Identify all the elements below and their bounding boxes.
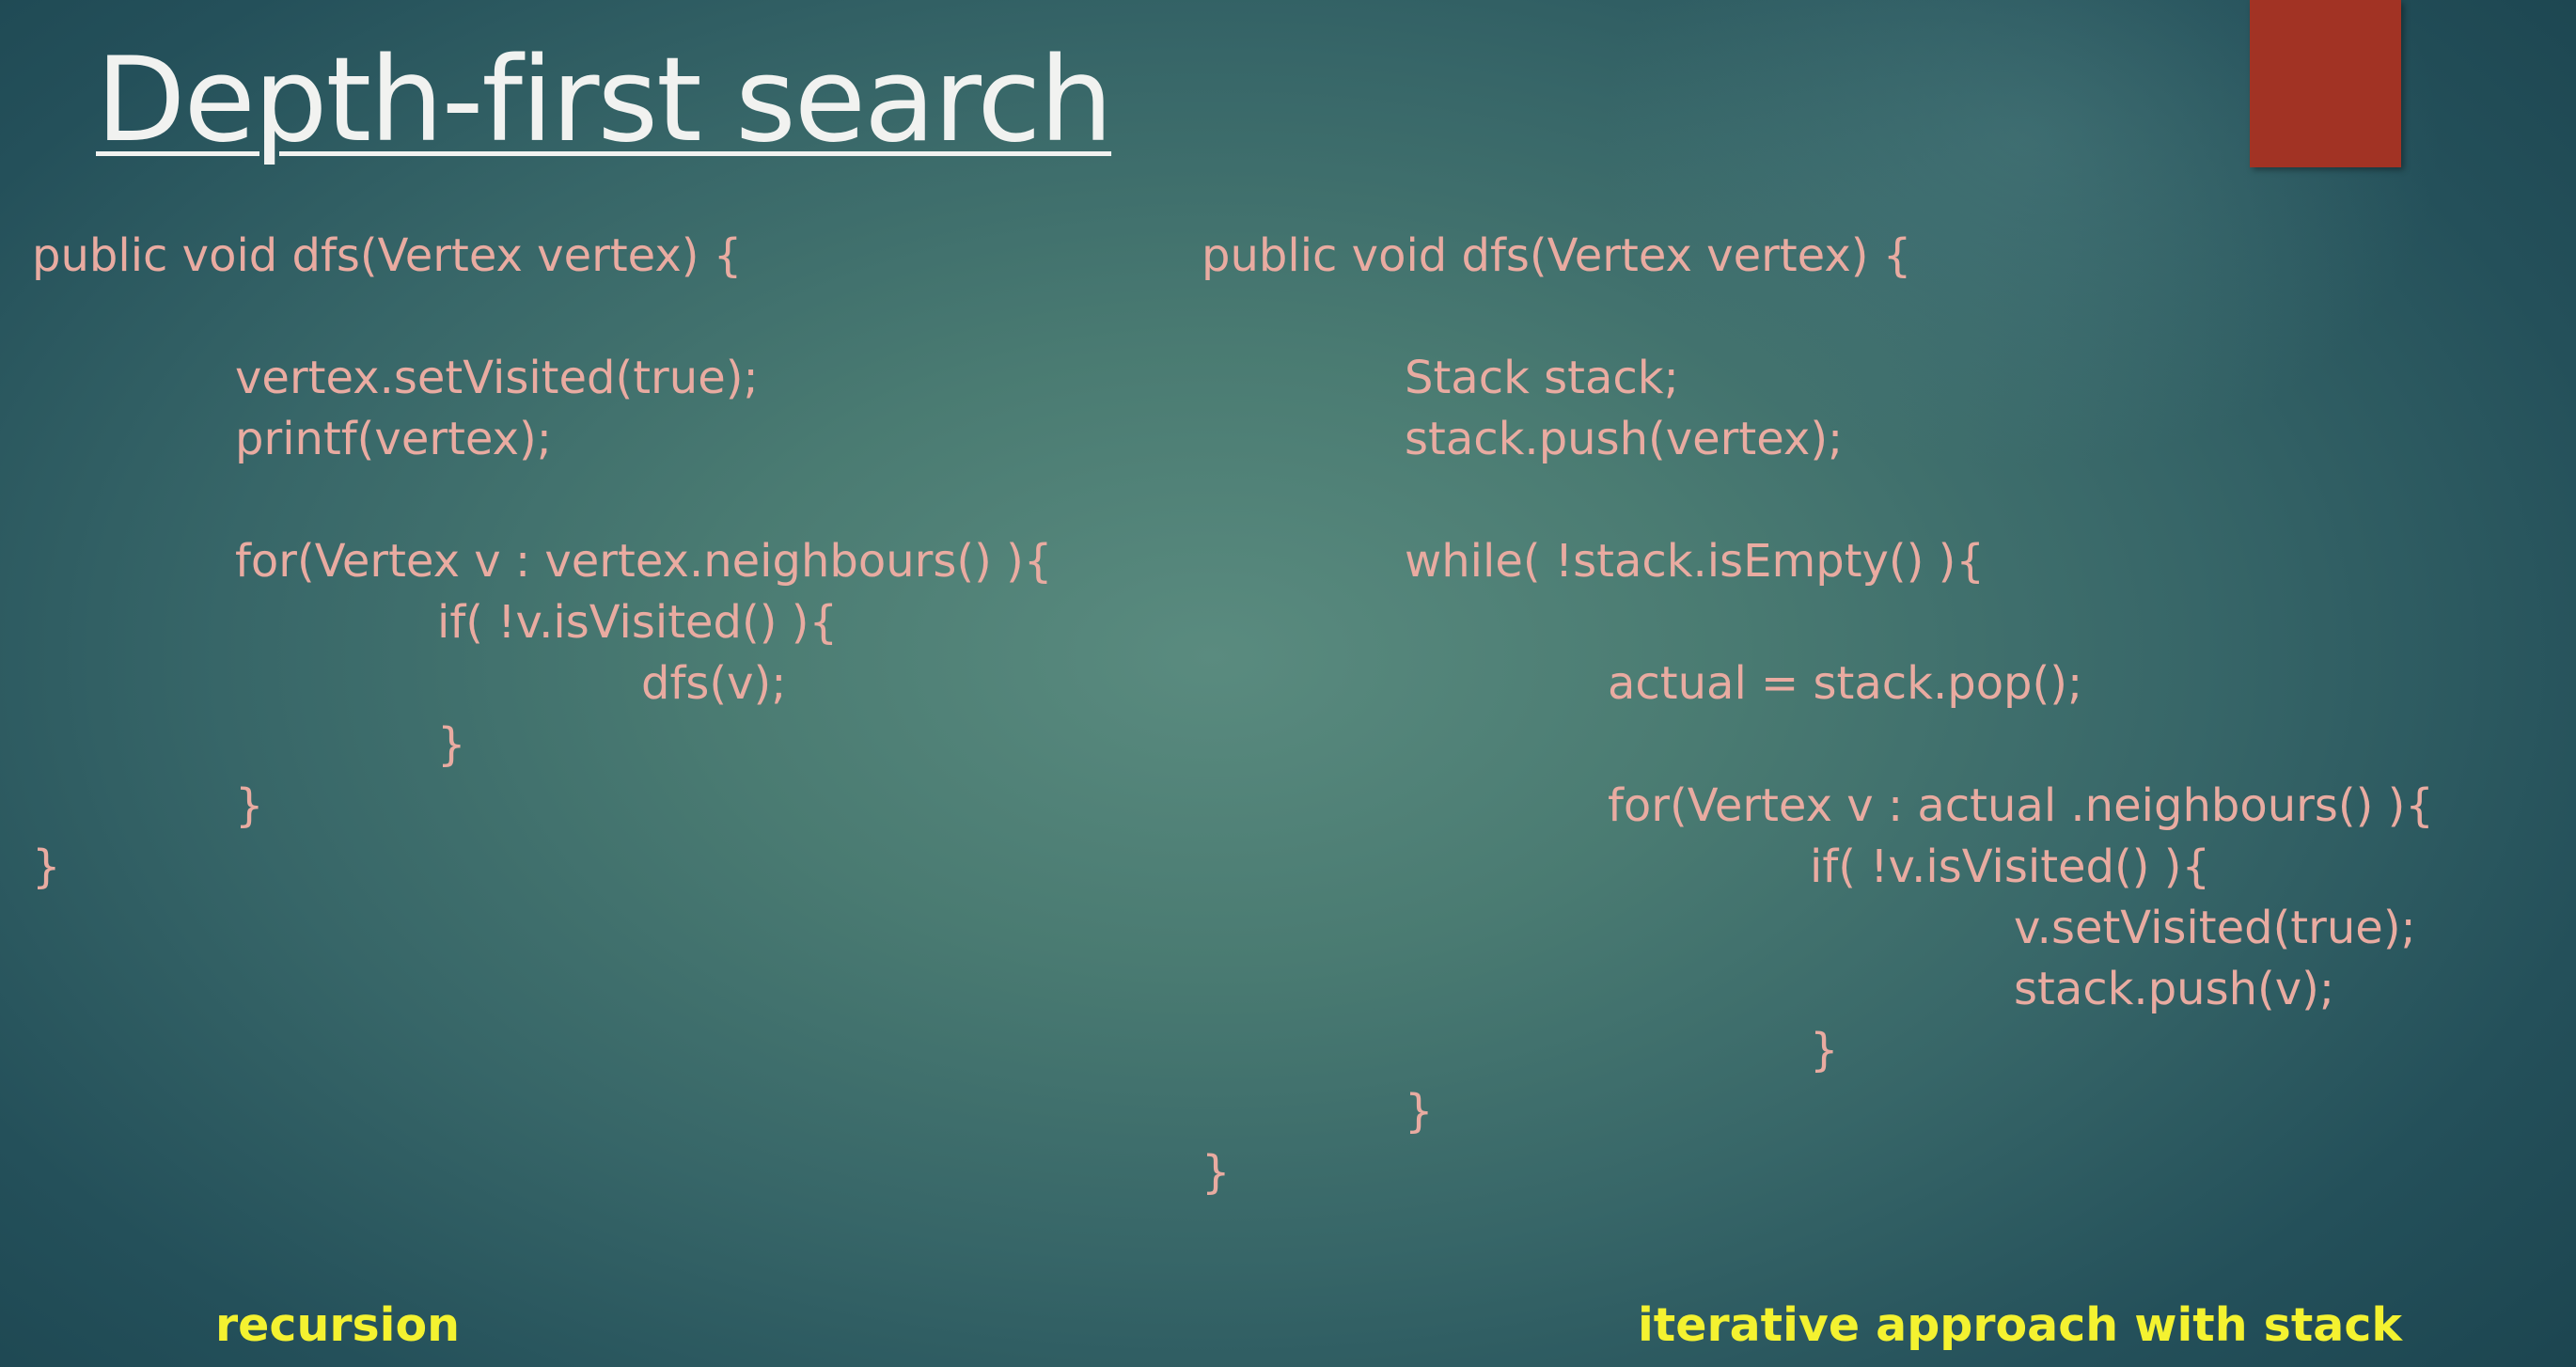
- code-line: v.setVisited(true);: [2014, 902, 2416, 954]
- recursion-caption: recursion: [215, 1298, 461, 1352]
- slide-title: Depth-first search: [96, 33, 1113, 168]
- code-line: actual = stack.pop();: [1608, 657, 2083, 710]
- accent-bar: [2250, 0, 2401, 167]
- code-line: printf(vertex);: [235, 413, 552, 465]
- code-line: for(Vertex v : vertex.neighbours() ){: [235, 535, 1053, 588]
- code-line: stack.push(vertex);: [1405, 413, 1844, 465]
- code-line: while( !stack.isEmpty() ){: [1405, 535, 1985, 588]
- code-line: }: [1810, 1024, 1839, 1076]
- iterative-caption: iterative approach with stack: [1638, 1298, 2402, 1352]
- code-line: stack.push(v);: [2014, 963, 2335, 1015]
- code-line: }: [1202, 1146, 1231, 1199]
- code-line: }: [437, 718, 466, 771]
- code-line: vertex.setVisited(true);: [235, 352, 759, 404]
- code-line: public void dfs(Vertex vertex) {: [1202, 229, 1912, 282]
- code-line: Stack stack;: [1405, 352, 1679, 404]
- code-line: for(Vertex v : actual .neighbours() ){: [1608, 779, 2434, 832]
- code-line: dfs(v);: [641, 657, 787, 710]
- code-line: }: [1405, 1085, 1434, 1138]
- code-line: }: [235, 779, 264, 832]
- code-line: if( !v.isVisited() ){: [1810, 841, 2210, 893]
- code-line: public void dfs(Vertex vertex) {: [32, 229, 743, 282]
- code-line: }: [32, 841, 61, 893]
- code-line: if( !v.isVisited() ){: [437, 596, 838, 649]
